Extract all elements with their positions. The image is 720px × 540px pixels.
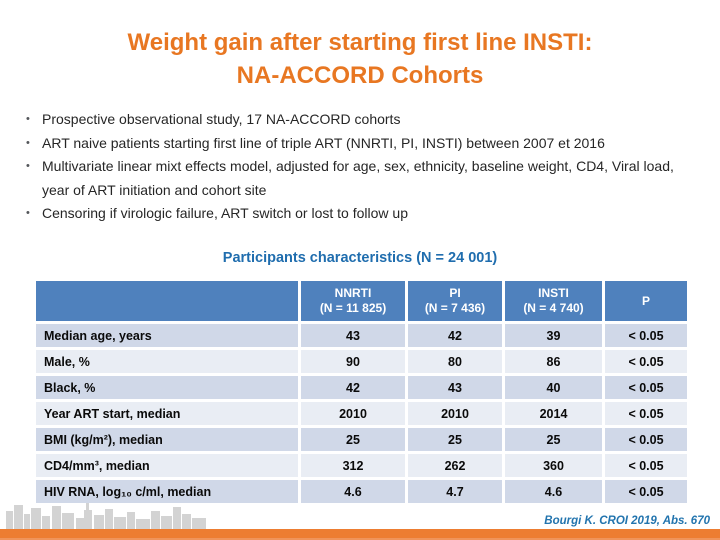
row-value-p: < 0.05 [605, 428, 687, 451]
row-value-insti: 25 [505, 428, 602, 451]
row-label: Median age, years [36, 324, 298, 347]
row-value-pi: 4.7 [408, 480, 502, 503]
row-label: Year ART start, median [36, 402, 298, 425]
header-cell-pi: PI (N = 7 436) [408, 281, 502, 321]
participants-characteristics-table: NNRTI (N = 11 825) PI (N = 7 436) INSTI … [33, 278, 690, 506]
slide-title-line1: Weight gain after starting first line IN… [127, 29, 593, 56]
slide-title-line2: NA-ACCORD Cohorts [236, 62, 484, 89]
table-caption: Participants characteristics (N = 24 001… [222, 250, 498, 266]
bullet-list: Prospective observational study, 17 NA-A… [25, 108, 695, 226]
slide-title: Weight gain after starting first line IN… [0, 26, 720, 92]
row-value-insti: 86 [505, 350, 602, 373]
row-label: BMI (kg/m²), median [36, 428, 298, 451]
row-value-insti: 360 [505, 454, 602, 477]
table-row: Year ART start, median 2010 2010 2014 < … [36, 402, 687, 425]
row-value-insti: 39 [505, 324, 602, 347]
row-value-nnrti: 2010 [301, 402, 405, 425]
table-row: HIV RNA, log₁₀ c/ml, median 4.6 4.7 4.6 … [36, 480, 687, 503]
table-row: Median age, years 43 42 39 < 0.05 [36, 324, 687, 347]
row-value-insti: 4.6 [505, 480, 602, 503]
row-value-pi: 262 [408, 454, 502, 477]
city-skyline-graphic [6, 502, 206, 529]
row-value-pi: 25 [408, 428, 502, 451]
row-value-p: < 0.05 [605, 324, 687, 347]
row-label: Black, % [36, 376, 298, 399]
header-cell-empty [36, 281, 298, 321]
row-value-nnrti: 312 [301, 454, 405, 477]
row-value-p: < 0.05 [605, 376, 687, 399]
row-label: HIV RNA, log₁₀ c/ml, median [36, 480, 298, 503]
row-value-nnrti: 25 [301, 428, 405, 451]
header-cell-nnrti: NNRTI (N = 11 825) [301, 281, 405, 321]
row-value-p: < 0.05 [605, 454, 687, 477]
row-value-pi: 80 [408, 350, 502, 373]
row-label: Male, % [36, 350, 298, 373]
row-value-pi: 2010 [408, 402, 502, 425]
table-row: Male, % 90 80 86 < 0.05 [36, 350, 687, 373]
table-header-row: NNRTI (N = 11 825) PI (N = 7 436) INSTI … [36, 281, 687, 321]
row-value-insti: 2014 [505, 402, 602, 425]
row-value-pi: 43 [408, 376, 502, 399]
table-row: BMI (kg/m²), median 25 25 25 < 0.05 [36, 428, 687, 451]
bullet-item: Prospective observational study, 17 NA-A… [25, 108, 695, 132]
row-value-p: < 0.05 [605, 402, 687, 425]
row-label: CD4/mm³, median [36, 454, 298, 477]
header-cell-p: P [605, 281, 687, 321]
row-value-pi: 42 [408, 324, 502, 347]
bottom-accent-bar [0, 529, 720, 540]
row-value-insti: 40 [505, 376, 602, 399]
table-row: CD4/mm³, median 312 262 360 < 0.05 [36, 454, 687, 477]
row-value-p: < 0.05 [605, 480, 687, 503]
row-value-nnrti: 43 [301, 324, 405, 347]
row-value-nnrti: 4.6 [301, 480, 405, 503]
bullet-item: ART naive patients starting first line o… [25, 132, 695, 156]
bullet-item: Censoring if virologic failure, ART swit… [25, 202, 695, 226]
row-value-nnrti: 42 [301, 376, 405, 399]
bullet-item: Multivariate linear mixt effects model, … [25, 155, 695, 202]
row-value-p: < 0.05 [605, 350, 687, 373]
table-row: Black, % 42 43 40 < 0.05 [36, 376, 687, 399]
citation-footer: Bourgi K. CROI 2019, Abs. 670 [544, 515, 710, 527]
row-value-nnrti: 90 [301, 350, 405, 373]
header-cell-insti: INSTI (N = 4 740) [505, 281, 602, 321]
